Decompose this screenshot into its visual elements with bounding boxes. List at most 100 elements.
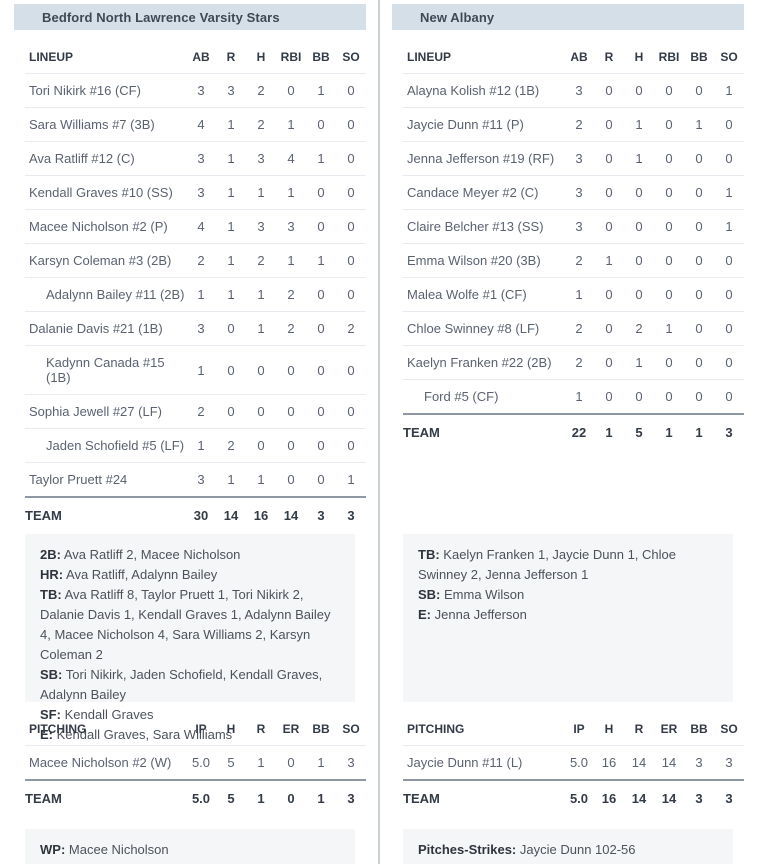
stat-cell: 4 <box>186 209 216 244</box>
team-name: New Albany <box>420 9 495 25</box>
player-name-cell: Macee Nicholson #2 (P) <box>25 209 186 244</box>
stat-cell: 2 <box>186 394 216 429</box>
stat-cell: 0 <box>216 345 246 395</box>
stat-cell: 0 <box>714 141 744 176</box>
stat-cell: 0 <box>684 209 714 244</box>
player-name-cell: Ford #5 (CF) <box>403 379 564 415</box>
team-stat-cell: 5 <box>216 779 246 817</box>
column-header-so: SO <box>336 714 366 746</box>
note-line: TB: Kaelyn Franken 1, Jaycie Dunn 1, Chl… <box>418 545 718 585</box>
stat-cell: 0 <box>594 73 624 108</box>
column-header-bb: BB <box>306 42 336 74</box>
stat-cell: 16 <box>594 745 624 781</box>
pitching-notes-box: Pitches-Strikes: Jaycie Dunn 102-56Batte… <box>403 829 733 864</box>
stat-cell: 1 <box>216 141 246 176</box>
stat-cell: 0 <box>336 345 366 395</box>
stat-cell: 0 <box>336 394 366 429</box>
column-header-er: ER <box>276 714 306 746</box>
team-column-1: New Albany LINEUP AB R H RBI BB SO Alayna Kolish… <box>392 4 744 864</box>
player-row: Malea Wolfe #1 (CF) 1 0 0 0 0 0 <box>403 277 744 312</box>
note-line: Pitches-Strikes: Jaycie Dunn 102-56 <box>418 840 718 860</box>
stat-cell: 0 <box>336 277 366 312</box>
stat-cell: 0 <box>684 345 714 380</box>
team-column-0: Bedford North Lawrence Varsity Stars LINE… <box>14 4 366 864</box>
stat-cell: 1 <box>216 107 246 142</box>
lineup-section: LINEUP AB R H RBI BB SO Alayna Kolish #12 (1B) 3… <box>392 42 744 534</box>
note-label: E: <box>418 607 431 622</box>
stat-cell: 3 <box>684 745 714 781</box>
stat-cell: 0 <box>684 141 714 176</box>
note-line: SF: Kendall Graves <box>40 705 340 725</box>
column-header-r: R <box>216 42 246 74</box>
stat-cell: 3 <box>246 141 276 176</box>
stat-cell: 1 <box>306 243 336 278</box>
team-stat-cell: 3 <box>306 496 336 534</box>
stat-cell: 3 <box>714 745 744 781</box>
team-stat-cell: 30 <box>186 496 216 534</box>
team-stat-cell: 3 <box>714 413 744 451</box>
player-name-cell: Dalanie Davis #21 (1B) <box>25 311 186 346</box>
stat-cell: 0 <box>336 175 366 210</box>
note-text: Kendall Graves, Sara Williams <box>56 727 233 742</box>
stat-cell: 0 <box>336 107 366 142</box>
stat-cell: 0 <box>714 311 744 346</box>
stat-cell: 0 <box>714 345 744 380</box>
stat-cell: 1 <box>276 243 306 278</box>
player-name-cell: Jaden Schofield #5 (LF) <box>25 428 186 463</box>
stat-cell: 0 <box>246 345 276 395</box>
stat-cell: 0 <box>594 107 624 142</box>
stat-cell: 0 <box>624 243 654 278</box>
column-header-h: H <box>216 714 246 746</box>
stat-cell: 1 <box>564 277 594 312</box>
team-stat-cell: 14 <box>276 496 306 534</box>
stat-cell: 1 <box>306 745 336 781</box>
stat-cell: 0 <box>594 209 624 244</box>
stat-cell: 3 <box>276 209 306 244</box>
player-name-cell: Jaycie Dunn #11 (P) <box>403 107 564 142</box>
pitching-header-label: PITCHING <box>403 714 564 746</box>
stat-cell: 4 <box>276 141 306 176</box>
player-row: Sophia Jewell #27 (LF) 2 0 0 0 0 0 <box>25 394 366 429</box>
stat-cell: 0 <box>276 394 306 429</box>
lineup-header-label: LINEUP <box>403 42 564 74</box>
column-header-bb: BB <box>306 714 336 746</box>
stat-cell: 0 <box>684 175 714 210</box>
stat-cell: 0 <box>654 209 684 244</box>
note-text: Ava Ratliff 2, Macee Nicholson <box>63 547 241 562</box>
stat-cell: 0 <box>306 277 336 312</box>
stat-cell: 0 <box>594 141 624 176</box>
stat-cell: 0 <box>624 277 654 312</box>
stat-cell: 3 <box>246 209 276 244</box>
stat-cell: 3 <box>186 311 216 346</box>
player-row: Jenna Jefferson #19 (RF) 3 0 1 0 0 0 <box>403 141 744 176</box>
stat-cell: 1 <box>714 175 744 210</box>
stat-cell: 0 <box>306 311 336 346</box>
note-text: Kaelyn Franken 1, Jaycie Dunn 1, Chloe S… <box>418 547 676 582</box>
stat-cell: 1 <box>186 428 216 463</box>
stat-cell: 1 <box>306 141 336 176</box>
stat-cell: 0 <box>654 345 684 380</box>
stat-cell: 1 <box>186 345 216 395</box>
stat-cell: 1 <box>216 462 246 498</box>
stat-cell: 1 <box>216 175 246 210</box>
player-name-cell: Karsyn Coleman #3 (2B) <box>25 243 186 278</box>
team-stat-cell: 5.0 <box>186 779 216 817</box>
note-label: WP: <box>40 842 66 857</box>
stat-cell: 1 <box>594 243 624 278</box>
note-line: HR: Ava Ratliff, Adalynn Bailey <box>40 565 340 585</box>
stat-cell: 0 <box>654 243 684 278</box>
player-name-cell: Tori Nikirk #16 (CF) <box>25 73 186 108</box>
stat-cell: 3 <box>336 745 366 781</box>
stat-cell: 2 <box>276 277 306 312</box>
stat-cell: 0 <box>654 175 684 210</box>
note-line: SB: Tori Nikirk, Jaden Schofield, Kendal… <box>40 665 340 705</box>
column-header-h: H <box>594 714 624 746</box>
stat-cell: 1 <box>246 277 276 312</box>
column-header-so: SO <box>714 714 744 746</box>
column-header-ab: AB <box>564 42 594 74</box>
column-header-h: H <box>624 42 654 74</box>
column-header-ab: AB <box>186 42 216 74</box>
player-row: Tori Nikirk #16 (CF) 3 3 2 0 1 0 <box>25 73 366 108</box>
